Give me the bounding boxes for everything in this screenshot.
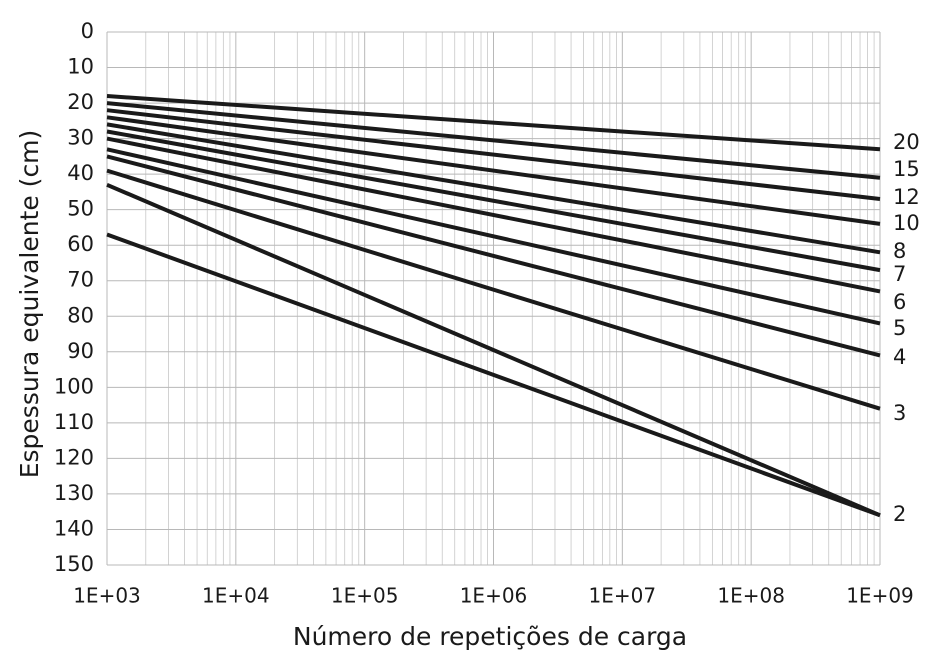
x-axis-ticks: 1E+03 1E+04 1E+05 1E+06 1E+07 1E+08 1E+09 bbox=[73, 584, 914, 608]
series-line-2 bbox=[106, 182, 881, 518]
x-tick-label: 1E+07 bbox=[589, 584, 657, 608]
series-line-5 bbox=[106, 147, 881, 326]
series-label-3: 3 bbox=[893, 401, 906, 425]
y-tick-label: 20 bbox=[67, 90, 94, 114]
series-line-6 bbox=[106, 136, 881, 294]
series-line bbox=[106, 232, 881, 518]
x-tick-label: 1E+08 bbox=[717, 584, 785, 608]
series-line-15 bbox=[106, 101, 881, 180]
series-line-8 bbox=[106, 122, 881, 255]
y-tick-label: 130 bbox=[54, 481, 94, 505]
series-label-5: 5 bbox=[893, 316, 906, 340]
series-label-2: 2 bbox=[893, 502, 906, 526]
x-tick-label: 1E+03 bbox=[73, 584, 141, 608]
y-axis-ticks: 0 10 20 30 40 50 60 70 80 90 100 110 120 130 140 150 bbox=[54, 19, 94, 576]
series-label-8: 8 bbox=[893, 239, 906, 263]
series-label-12: 12 bbox=[893, 185, 920, 209]
x-tick-label: 1E+04 bbox=[202, 584, 270, 608]
series-line-20 bbox=[106, 94, 881, 152]
y-tick-label: 150 bbox=[54, 552, 94, 576]
series-line-3 bbox=[106, 168, 881, 411]
series-line-12 bbox=[106, 108, 881, 201]
series-label-10: 10 bbox=[893, 211, 920, 235]
y-tick-label: 70 bbox=[67, 268, 94, 292]
x-tick-label: 1E+09 bbox=[846, 584, 914, 608]
series-line-4 bbox=[106, 154, 881, 358]
y-tick-label: 110 bbox=[54, 410, 94, 434]
x-axis-title: Número de repetições de carga bbox=[293, 622, 687, 651]
y-tick-label: 30 bbox=[67, 126, 94, 150]
y-tick-label: 50 bbox=[67, 197, 94, 221]
y-tick-label: 10 bbox=[67, 55, 94, 79]
y-axis-title: Espessura equivalente (cm) bbox=[15, 130, 44, 479]
x-tick-label: 1E+06 bbox=[460, 584, 528, 608]
series-label-15: 15 bbox=[893, 157, 920, 181]
y-tick-label: 40 bbox=[67, 161, 94, 185]
y-tick-label: 120 bbox=[54, 445, 94, 469]
y-tick-label: 100 bbox=[54, 374, 94, 398]
series-label-20: 20 bbox=[893, 130, 920, 154]
series-label-4: 4 bbox=[893, 345, 906, 369]
y-tick-label: 140 bbox=[54, 516, 94, 540]
y-tick-label: 0 bbox=[81, 19, 94, 43]
series-label-6: 6 bbox=[893, 290, 906, 314]
y-tick-label: 60 bbox=[67, 232, 94, 256]
y-tick-label: 90 bbox=[67, 339, 94, 363]
series-label-7: 7 bbox=[893, 262, 906, 286]
chart-series bbox=[106, 94, 881, 518]
series-line-7 bbox=[106, 129, 881, 273]
series-line-10 bbox=[106, 115, 881, 226]
y-tick-label: 80 bbox=[67, 303, 94, 327]
x-tick-label: 1E+05 bbox=[331, 584, 399, 608]
